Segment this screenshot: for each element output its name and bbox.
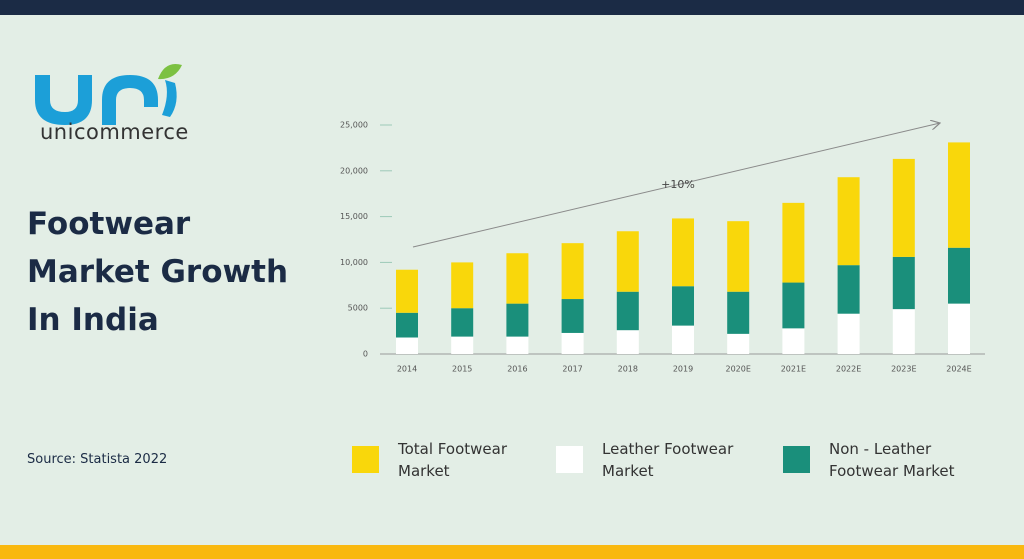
bar-segment	[451, 308, 474, 337]
bar-segment	[506, 303, 529, 337]
x-tick-label: 2020E	[725, 365, 750, 374]
x-tick-label: 2019	[673, 365, 693, 374]
legend-swatch	[783, 446, 810, 473]
x-tick-label: 2023E	[891, 365, 916, 374]
bar-segment	[561, 299, 584, 333]
x-tick-label: 2024E	[946, 365, 971, 374]
legend-item: Total Footwear Market	[352, 438, 543, 482]
bar-segment	[837, 177, 860, 266]
x-tick-label: 2021E	[781, 365, 806, 374]
bar-segment	[948, 303, 970, 354]
bar-segment	[506, 253, 529, 304]
y-tick-label: 15,000	[340, 212, 368, 221]
bar-segment	[892, 309, 915, 354]
x-tick-label: 2015	[452, 365, 472, 374]
legend-label: Total Footwear Market	[398, 440, 507, 480]
legend-swatch	[556, 446, 583, 473]
y-tick-label: 5000	[348, 304, 368, 313]
bar-segment	[616, 231, 639, 292]
bar-segment	[782, 202, 805, 283]
bar-segment	[837, 313, 860, 354]
bar-segment	[396, 312, 418, 338]
bar-segment	[616, 330, 639, 354]
top-bar	[0, 0, 1024, 15]
bar-segment	[948, 142, 970, 248]
bottom-bar	[0, 545, 1024, 559]
bar-segment	[892, 256, 915, 310]
logo-text: unicommerce	[40, 120, 189, 144]
x-tick-label: 2018	[618, 365, 638, 374]
source: Source: Statista 2022	[27, 452, 168, 467]
bar-segment	[892, 158, 915, 257]
bar-segment	[727, 291, 750, 334]
y-tick-label: 10,000	[340, 258, 368, 267]
logo-mark	[35, 63, 182, 125]
x-tick-label: 2017	[562, 365, 582, 374]
x-tick-label: 2022E	[836, 365, 861, 374]
bar-segment	[948, 247, 970, 304]
bar-segment	[672, 286, 694, 326]
y-tick-label: 25,000	[340, 121, 368, 130]
bar-segment	[782, 282, 805, 329]
bar-segment	[506, 336, 529, 354]
bar-segment	[616, 291, 639, 331]
bar-segment	[451, 336, 474, 354]
bar-segment	[727, 333, 750, 354]
x-tick-label: 2014	[397, 365, 417, 374]
page-title: Footwear Market Growth In India	[27, 206, 289, 338]
y-tick-label: 20,000	[340, 166, 368, 175]
annotation: +10%	[661, 178, 695, 191]
bar-segment	[672, 325, 694, 354]
legend-swatch	[352, 446, 379, 473]
bar-segment	[727, 221, 750, 292]
legend-label: Non - Leather Footwear Market	[829, 440, 955, 480]
x-tick-label: 2016	[507, 365, 527, 374]
bar-segment	[672, 218, 694, 287]
trend-arrow	[412, 123, 940, 248]
legend-item: Leather Footwear Market	[556, 438, 747, 482]
bar-segment	[837, 265, 860, 314]
bar-segment	[451, 262, 474, 309]
y-tick-label: 0	[363, 350, 368, 359]
bar-segment	[782, 328, 805, 354]
bar-segment	[561, 243, 584, 300]
legend-label: Leather Footwear Market	[602, 440, 734, 480]
bar-segment	[396, 337, 418, 354]
legend-item: Non - Leather Footwear Market	[783, 438, 974, 482]
bar-segment	[561, 332, 584, 354]
bar-segment	[396, 269, 418, 313]
